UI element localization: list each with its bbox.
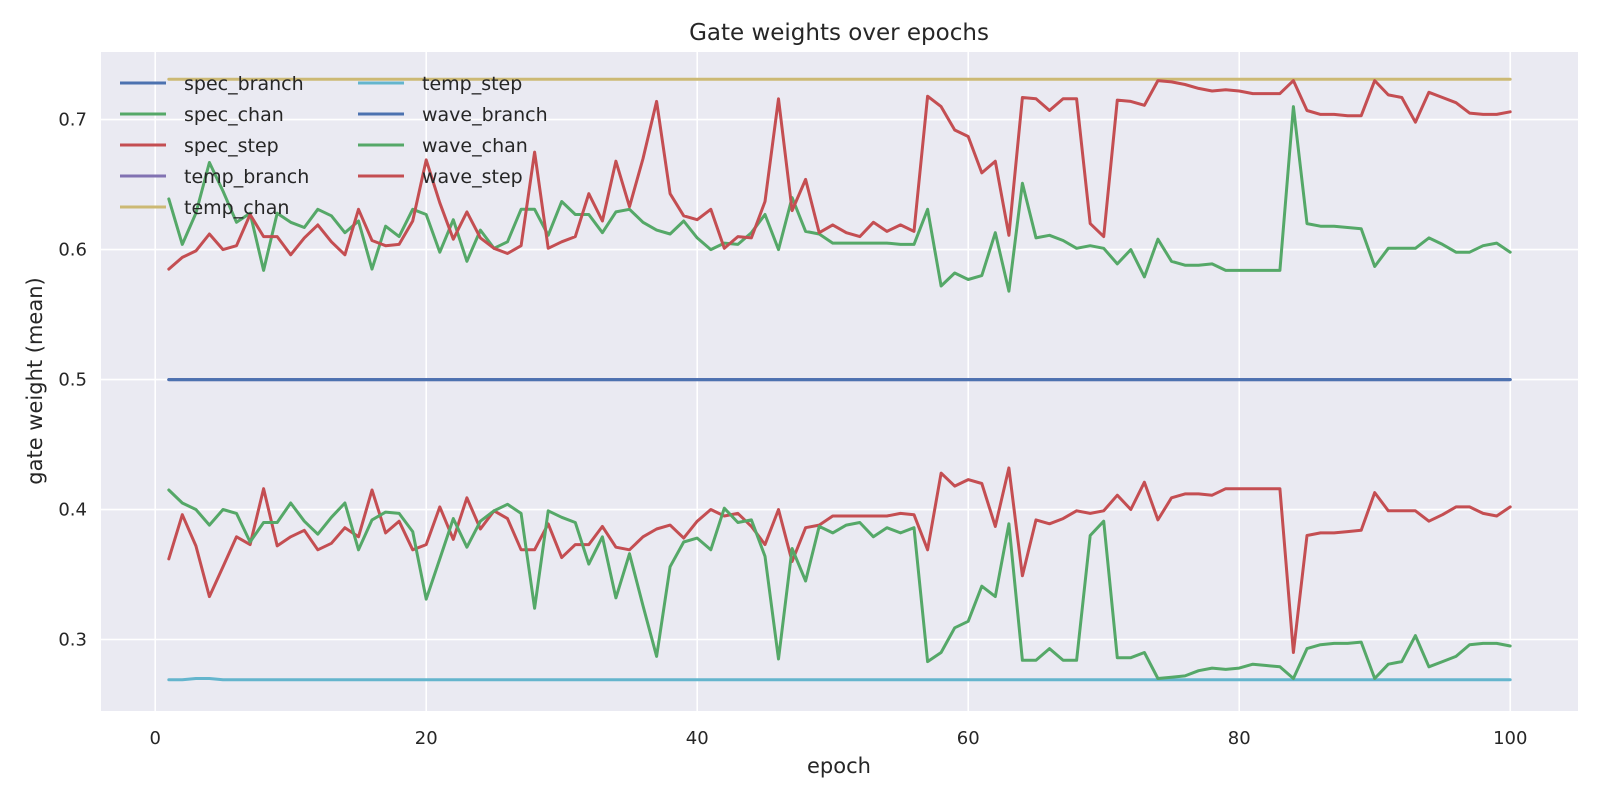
legend-label-wave-step: wave_step xyxy=(422,166,523,188)
legend-label-temp-chan: temp_chan xyxy=(184,197,289,219)
legend-label-spec-chan: spec_chan xyxy=(184,104,284,126)
x-tick-label: 0 xyxy=(149,728,160,749)
series-line-temp-step xyxy=(167,677,1512,682)
x-tick-label: 60 xyxy=(957,728,980,749)
legend-label-spec-step: spec_step xyxy=(184,135,279,157)
y-tick-label: 0.7 xyxy=(58,110,87,131)
legend: spec_branch spec_chan spec_step temp_branch… xyxy=(120,73,548,219)
x-tick-label: 20 xyxy=(415,728,438,749)
y-tick-label: 0.4 xyxy=(58,500,87,521)
series-line-spec-chan xyxy=(167,105,1512,293)
y-tick-label: 0.6 xyxy=(58,240,87,261)
chart-title: Gate weights over epochs xyxy=(689,20,989,46)
y-tick-label: 0.5 xyxy=(58,370,87,391)
series-line-wave-step xyxy=(167,79,1512,271)
x-tick-label: 100 xyxy=(1493,728,1527,749)
series-line-wave-chan xyxy=(167,488,1512,680)
y-tick-labels: 0.3 0.4 0.5 0.6 0.7 xyxy=(58,110,87,651)
y-tick-label: 0.3 xyxy=(58,630,87,651)
x-axis-label: epoch xyxy=(807,754,871,778)
x-tick-label: 80 xyxy=(1228,728,1251,749)
legend-label-spec-branch: spec_branch xyxy=(184,73,304,95)
x-tick-label: 40 xyxy=(686,728,709,749)
series-line-spec-step xyxy=(167,466,1512,654)
y-axis-label: gate weight (mean) xyxy=(23,277,47,484)
plot-background xyxy=(101,52,1578,711)
x-tick-labels: 0 20 40 60 80 100 xyxy=(149,728,1527,749)
legend-label-temp-step: temp_step xyxy=(422,73,522,95)
legend-label-wave-chan: wave_chan xyxy=(422,135,528,157)
series-lines xyxy=(167,77,1512,682)
legend-label-wave-branch: wave_branch xyxy=(422,104,548,126)
legend-label-temp-branch: temp_branch xyxy=(184,166,309,188)
